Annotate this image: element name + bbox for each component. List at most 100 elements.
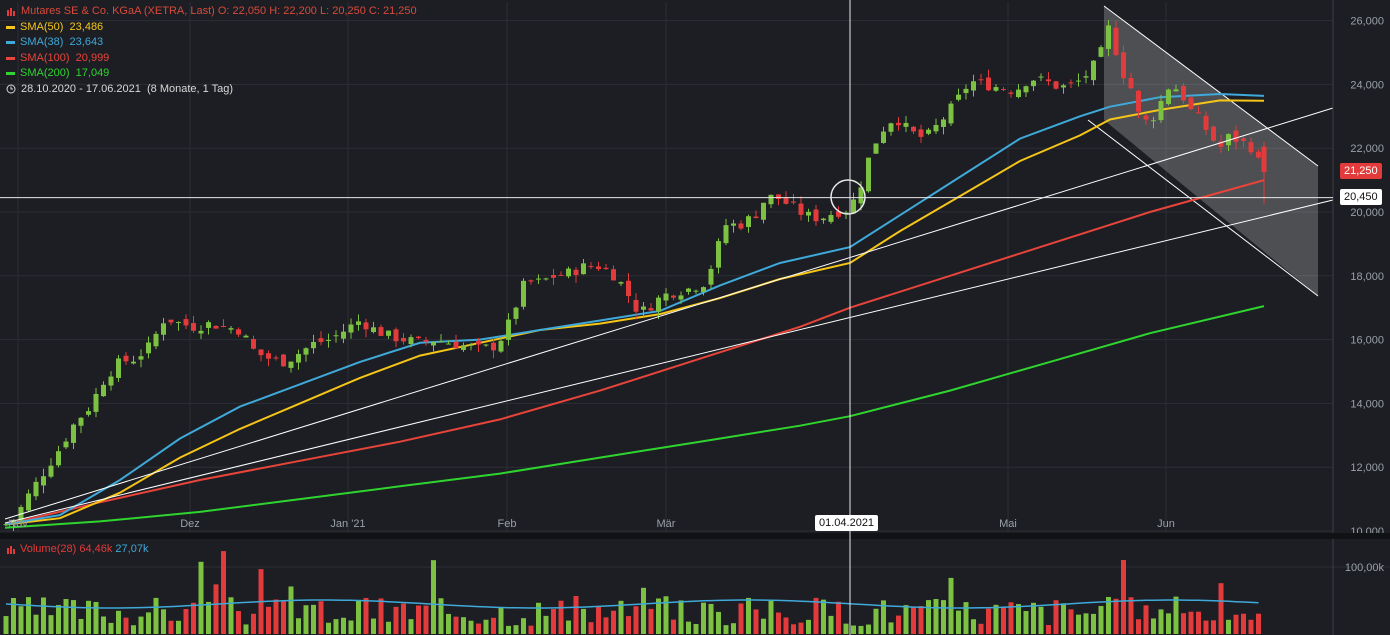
candle xyxy=(573,267,579,283)
volume-bar xyxy=(446,613,451,634)
candle-body xyxy=(1166,89,1171,105)
candle xyxy=(491,338,496,359)
y-tick-label: 18,000 xyxy=(1350,271,1384,283)
candle-body xyxy=(1106,25,1111,49)
candle xyxy=(918,124,924,144)
candle-body xyxy=(918,129,924,137)
candle-body xyxy=(108,376,114,386)
volume-bar xyxy=(3,616,9,634)
candle-body xyxy=(686,288,691,292)
indicator-value: 20,999 xyxy=(75,51,110,64)
volume-bar xyxy=(491,617,496,634)
volume-bar xyxy=(236,611,241,634)
volume-bar xyxy=(648,608,654,634)
candle-body xyxy=(731,223,736,226)
candle xyxy=(123,352,129,365)
candle-body xyxy=(1158,101,1164,121)
candle xyxy=(483,343,489,347)
sma100-line xyxy=(4,179,1265,526)
volume-bar xyxy=(1001,607,1006,634)
chart-icon xyxy=(6,7,16,17)
candle-body xyxy=(693,290,699,292)
candle-body xyxy=(236,329,241,335)
volume-bar xyxy=(228,597,234,634)
candle-body xyxy=(723,225,729,244)
candle xyxy=(513,306,519,325)
volume-bar xyxy=(543,615,549,634)
candle-body xyxy=(618,282,624,284)
volume-bar xyxy=(1136,619,1141,634)
volume-bar xyxy=(738,603,744,634)
volume-bar xyxy=(671,619,676,634)
candle-body xyxy=(206,322,211,328)
volume-bar xyxy=(858,625,864,634)
y-tick-label: 20,000 xyxy=(1350,207,1384,219)
volume-bar xyxy=(1203,620,1209,634)
candle-body xyxy=(888,123,894,132)
candle-body xyxy=(3,524,9,526)
candle-body xyxy=(1196,112,1201,114)
candle-body xyxy=(798,203,804,215)
candle-body xyxy=(708,268,714,285)
volume-bar xyxy=(813,597,819,634)
candle-body xyxy=(176,322,181,324)
volume-bar xyxy=(836,601,841,634)
candle xyxy=(611,265,616,281)
candle-body xyxy=(588,266,594,268)
candle-body xyxy=(896,122,901,126)
indicator-swatch xyxy=(6,25,15,29)
candle xyxy=(416,335,421,340)
candle-body xyxy=(326,339,331,341)
volume-bar xyxy=(483,619,489,634)
y-tick-label: 14,000 xyxy=(1350,398,1384,410)
candle xyxy=(1106,20,1111,57)
volume-bar xyxy=(1023,611,1029,634)
candle xyxy=(828,210,834,224)
volume-bar xyxy=(48,615,54,634)
candle-body xyxy=(813,209,819,222)
candle-body xyxy=(828,215,834,222)
volume-bar xyxy=(1233,614,1239,634)
candle xyxy=(461,342,466,352)
candle-body xyxy=(596,266,601,270)
volume-bar xyxy=(866,624,871,634)
candle xyxy=(716,238,721,274)
candle xyxy=(221,319,226,328)
candle-body xyxy=(776,194,781,199)
volume-bar xyxy=(506,625,511,634)
candle xyxy=(93,387,99,418)
candle xyxy=(138,349,144,368)
candle xyxy=(626,273,631,303)
candle-body xyxy=(378,327,384,336)
candle xyxy=(146,336,151,359)
volume-bar xyxy=(1098,605,1104,634)
candle-body xyxy=(408,337,414,345)
volume-bar xyxy=(678,600,684,634)
candle-body xyxy=(1181,85,1186,101)
volume-bar xyxy=(633,606,639,634)
volume-bar xyxy=(933,598,939,634)
candle xyxy=(198,325,204,340)
candle-body xyxy=(1001,89,1006,91)
volume-bar xyxy=(551,609,556,634)
candle xyxy=(206,320,211,335)
volume-bar xyxy=(461,617,466,634)
candle xyxy=(888,122,894,136)
volume-bar xyxy=(701,602,706,634)
candle-body xyxy=(71,424,76,443)
candle-body xyxy=(1188,97,1194,110)
candle xyxy=(581,259,586,275)
volume-bar xyxy=(783,617,789,634)
candle-body xyxy=(266,353,271,359)
candle xyxy=(528,279,534,285)
channel-upper xyxy=(1103,5,1319,167)
candle xyxy=(131,355,136,365)
x-tick-label: Nov xyxy=(8,518,28,530)
candle xyxy=(753,210,759,219)
volume-bar xyxy=(918,606,924,634)
candle-body xyxy=(956,94,961,100)
candle-body xyxy=(873,143,879,154)
candle-body xyxy=(963,88,969,94)
candle xyxy=(851,192,856,215)
